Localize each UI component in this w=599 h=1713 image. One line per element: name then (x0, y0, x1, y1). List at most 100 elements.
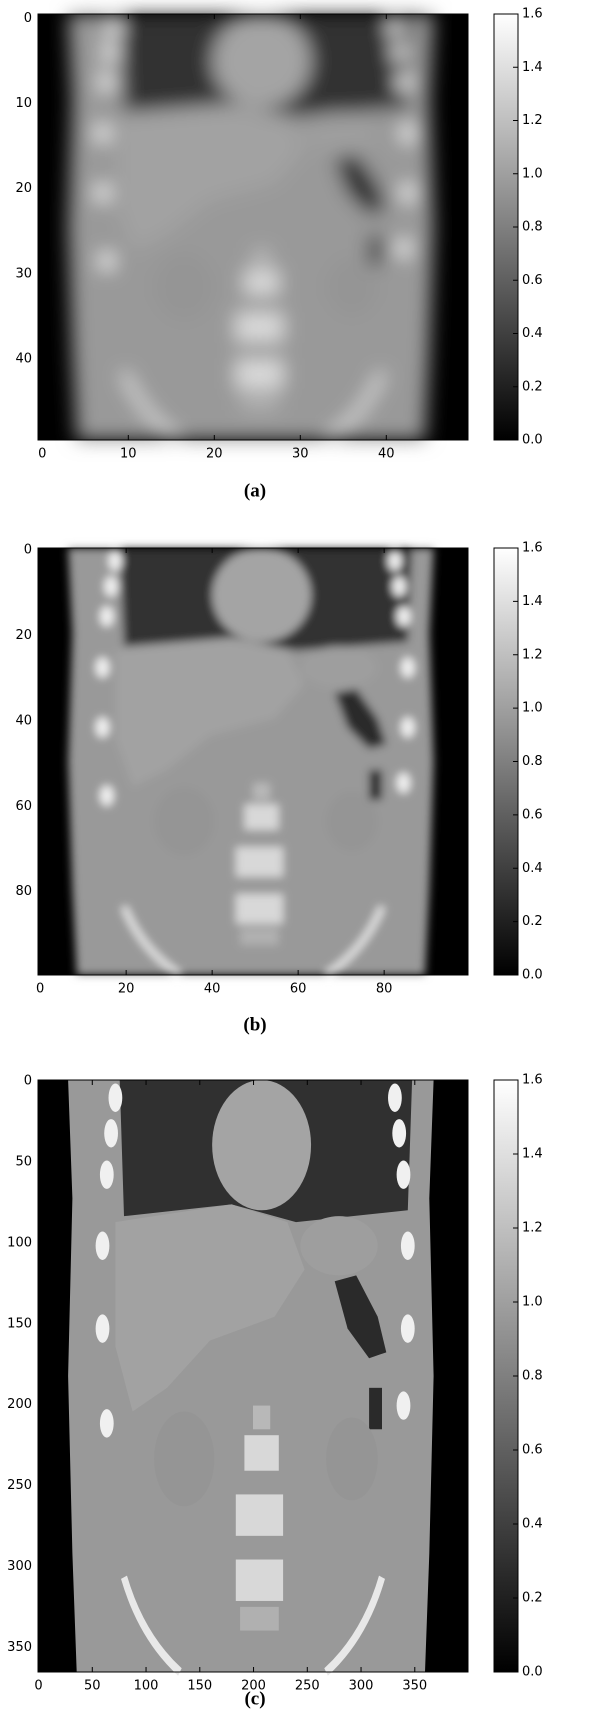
pelvis (121, 370, 182, 443)
colorbar-tick-label: 1.0 (522, 1295, 543, 1310)
rib (99, 606, 114, 627)
y-tick-label: 350 (7, 1640, 32, 1655)
colorbar-tick-label: 0.8 (522, 754, 543, 769)
rib (392, 42, 407, 63)
colorbar-tick-label: 1.6 (522, 7, 543, 22)
gas (369, 1387, 382, 1430)
liver (115, 1204, 305, 1412)
kidney (326, 1417, 378, 1501)
x-tick-label: 100 (134, 1679, 159, 1694)
image (68, 1080, 434, 1676)
pelvis (324, 370, 385, 443)
rib (99, 1409, 114, 1438)
image-content (68, 14, 434, 443)
colorbar-tick-label: 0.0 (522, 1665, 543, 1680)
rib (388, 1083, 402, 1112)
pelvis (324, 905, 385, 978)
x-tick-label: 0 (34, 1679, 42, 1694)
colorbar-tick-label: 0.2 (522, 379, 543, 394)
rib (104, 1119, 118, 1148)
kidney (326, 256, 378, 317)
rib (400, 1231, 415, 1260)
vertebra (244, 269, 279, 296)
colorbar-tick-label: 0.0 (522, 968, 543, 983)
rib (396, 1391, 411, 1420)
rib (99, 250, 114, 272)
gas (334, 1275, 387, 1359)
rib (95, 182, 110, 204)
rib (99, 785, 114, 806)
rib (400, 717, 415, 738)
liver (115, 103, 305, 253)
gas (334, 154, 387, 215)
rib (104, 576, 118, 597)
colorbar-tick-label: 0.4 (522, 1517, 543, 1532)
spleen (300, 111, 378, 155)
kidney (326, 791, 378, 852)
x-tick-label: 60 (290, 982, 307, 997)
y-tick-label: 150 (7, 1316, 32, 1331)
vertebra (240, 1606, 279, 1631)
vertebra (235, 359, 284, 389)
x-tick-label: 10 (120, 447, 137, 462)
heart (212, 1080, 312, 1211)
x-tick-label: 30 (292, 447, 309, 462)
rib (95, 123, 110, 144)
y-tick-label: 200 (7, 1397, 32, 1412)
colorbar-tick-label: 1.0 (522, 166, 543, 181)
colorbar-tick-label: 1.2 (522, 647, 543, 662)
pelvis (121, 1575, 182, 1676)
colorbar-tick-label: 0.8 (522, 1369, 543, 1384)
rib (108, 16, 123, 38)
image-frame (37, 1079, 469, 1673)
y-tick-label: 50 (15, 1154, 32, 1169)
rib (95, 657, 110, 678)
y-tick-label: 10 (15, 96, 32, 111)
rib (400, 657, 415, 678)
x-tick-label: 40 (378, 447, 395, 462)
vertebra (253, 248, 271, 266)
y-tick-label: 100 (7, 1235, 32, 1250)
vertebra (240, 928, 279, 946)
vertebra (244, 1435, 279, 1471)
vertebra (253, 782, 271, 800)
rib (388, 16, 402, 38)
vertebra (235, 893, 284, 924)
spleen (300, 1216, 378, 1276)
heart (212, 548, 312, 642)
colorbar-tick-label: 1.6 (522, 1073, 543, 1088)
image (68, 14, 434, 443)
colorbar-tick-label: 1.4 (522, 594, 543, 609)
rib (392, 576, 407, 597)
colorbar-tick-label: 1.2 (522, 113, 543, 128)
rib (95, 1314, 110, 1343)
rib (400, 123, 415, 144)
caption: (c) (244, 1688, 265, 1709)
image-content (68, 548, 434, 978)
rib (108, 550, 123, 572)
x-tick-label: 20 (206, 447, 223, 462)
colorbar-tick-label: 0.6 (522, 807, 543, 822)
pelvis (121, 905, 182, 978)
rib (396, 606, 411, 627)
x-tick-label: 350 (402, 1679, 427, 1694)
heart (212, 14, 312, 108)
colorbar-tick-label: 0.2 (522, 1591, 543, 1606)
image-frame (37, 13, 469, 441)
x-tick-label: 40 (204, 982, 221, 997)
x-tick-label: 50 (84, 1679, 101, 1694)
y-tick-label: 0 (24, 543, 32, 558)
rib (95, 1231, 110, 1260)
colorbar-tick-label: 0.0 (522, 433, 543, 448)
y-tick-label: 0 (24, 11, 32, 26)
y-tick-label: 20 (15, 628, 32, 643)
x-tick-label: 200 (241, 1679, 266, 1694)
colorbar-tick-label: 0.2 (522, 914, 543, 929)
colorbar-tick-label: 1.4 (522, 60, 543, 75)
colorbar-tick-label: 0.4 (522, 326, 543, 341)
x-tick-label: 0 (36, 982, 44, 997)
y-tick-label: 250 (7, 1478, 32, 1493)
x-tick-label: 80 (376, 982, 393, 997)
colorbar-tick-label: 0.4 (522, 861, 543, 876)
